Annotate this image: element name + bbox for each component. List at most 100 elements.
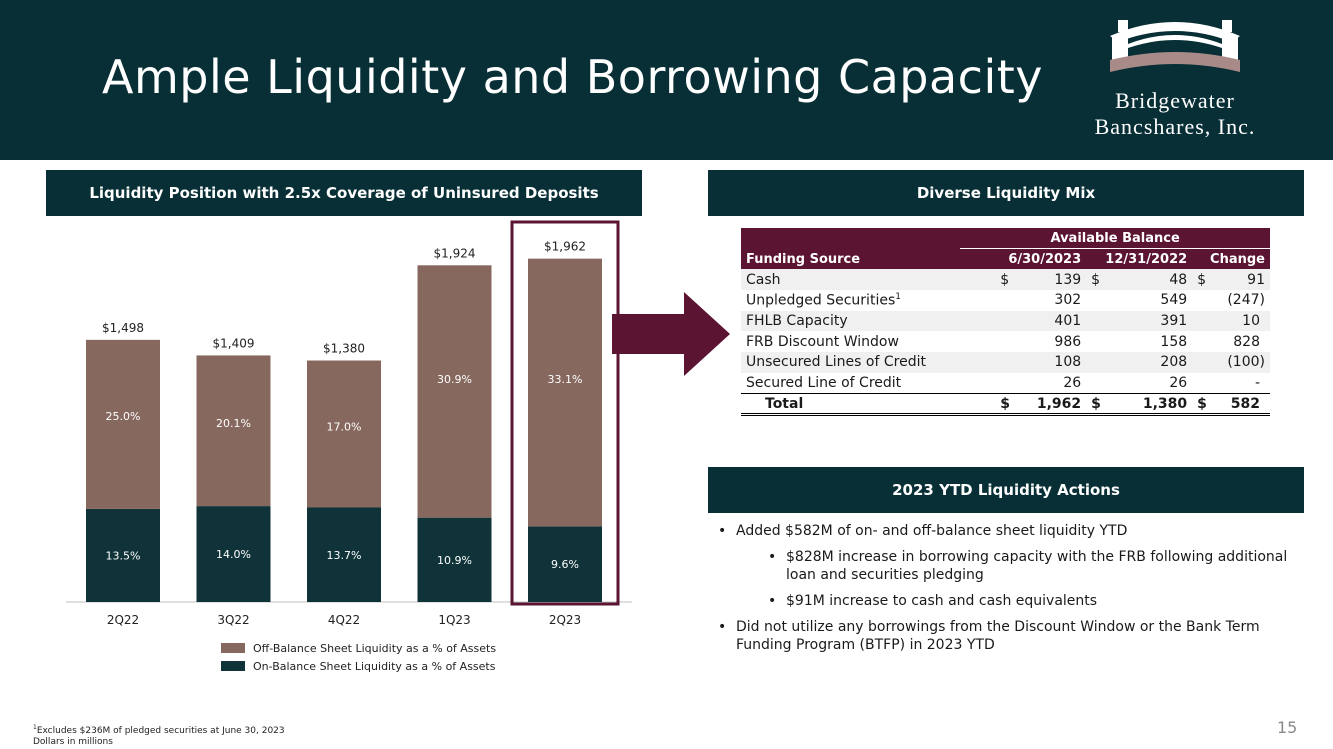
value-2023: 139 [1023,269,1087,291]
footnote: 1Excludes $236M of pledged securities at… [33,722,285,748]
header-banner: Ample Liquidity and Borrowing Capacity B… [0,0,1333,160]
bar-on-balance [86,508,160,602]
total-label: Total [741,393,961,416]
value-2022: 549 [1160,292,1188,309]
logo-emblem-icon [1110,20,1240,72]
list-item: $828M increase in borrowing capacity wit… [768,548,1303,584]
bar-off-balance [528,258,602,527]
col-change-header: Change [1192,248,1270,270]
page-number: 15 [1277,718,1298,737]
total-2023: 1,962 [1023,393,1087,416]
table-total-row: Total $ 1,962 $ 1,380 $ 582 [741,393,1270,416]
liquidity-actions-list: Added $582M of on- and off-balance sheet… [718,522,1303,662]
available-balance-header: Available Balance [960,228,1270,250]
table-row: Unsecured Lines of Credit 108 208 (100) [741,352,1270,373]
data-label-on: 13.5% [106,549,141,562]
page-title: Ample Liquidity and Borrowing Capacity [102,50,1043,104]
logo-name-line1: Bridgewater [1115,88,1235,113]
value-2023: 986 [1054,333,1082,350]
value-2022: 26 [1169,374,1188,391]
footnote-marker: 1 [33,724,37,731]
mix-section-header: Diverse Liquidity Mix [708,170,1304,216]
list-item: $91M increase to cash and cash equivalen… [768,592,1303,610]
value-2023: 401 [1023,310,1087,332]
bar-off-balance [417,265,492,518]
row-source: FRB Discount Window [746,333,899,350]
value-change: 91 [1214,269,1270,291]
table-row: Unpledged Securities1 302 549 (247) [741,290,1270,311]
data-label-on: 14.0% [216,548,251,561]
row-source: Unsecured Lines of Credit [741,352,961,373]
dollar-sign: $ [1086,393,1115,416]
highlight-box [510,220,620,606]
dollar-sign: $ [1086,269,1115,291]
data-label-off: 30.9% [437,373,472,386]
bar-off-balance [196,355,271,507]
data-label-on: 10.9% [437,554,472,567]
logo-name-line2: Bancshares, Inc. [1094,114,1256,139]
bar-on-balance [417,517,492,602]
data-label-off: 25.0% [106,410,141,423]
row-source: Unpledged Securities [746,292,896,309]
value-2023: 108 [1023,352,1087,373]
total-label: $1,924 [434,246,476,260]
bar-off-balance [86,339,160,509]
liquidity-mix-table: Available Balance Funding Source 6/30/20… [741,228,1270,416]
data-label-off: 20.1% [216,417,251,430]
col-2022-header: 12/31/2022 [1086,248,1193,270]
total-2022: 1,380 [1114,393,1193,416]
bar-on-balance [528,526,602,602]
x-tick-label: 1Q23 [438,613,470,627]
data-label-on: 13.7% [327,549,362,562]
total-label: $1,409 [213,336,255,350]
legend-label-on: On-Balance Sheet Liquidity as a % of Ass… [253,660,496,673]
chart-section-header: Liquidity Position with 2.5x Coverage of… [46,170,642,216]
value-2022: 391 [1114,310,1193,332]
data-label-on: 9.6% [551,558,579,571]
dollar-sign: $ [960,269,1024,291]
table-row: FRB Discount Window 986 158 828 [741,331,1270,352]
funding-source-header: Funding Source [741,248,961,270]
footnote-marker: 1 [895,292,901,303]
dollar-sign: $ [960,393,1024,416]
value-change: (247) [1227,292,1265,309]
value-2022: 48 [1114,269,1193,291]
table-group-header-row: Available Balance [741,228,1270,250]
bar-on-balance [307,507,381,602]
list-item: Did not utilize any borrowings from the … [718,618,1303,654]
row-source: FHLB Capacity [741,310,961,332]
table-row: Secured Line of Credit 26 26 - [741,373,1270,394]
value-change: 10 [1214,310,1270,332]
x-tick-label: 3Q22 [217,613,249,627]
col-2023-header: 6/30/2023 [960,248,1087,270]
legend-swatch-on [221,661,245,671]
data-label-off: 33.1% [548,373,583,386]
value-change: - [1254,374,1260,391]
value-2022: 208 [1114,352,1193,373]
list-item: Added $582M of on- and off-balance sheet… [718,522,1303,540]
value-2023: 302 [1054,292,1082,309]
value-2023: 26 [1063,374,1082,391]
dollar-sign: $ [1192,269,1215,291]
total-label: $1,498 [102,321,144,335]
legend-label-off: Off-Balance Sheet Liquidity as a % of As… [253,642,496,655]
footnote-line1: Excludes $236M of pledged securities at … [36,726,285,736]
value-change: 828 [1233,333,1260,350]
table-row: Cash $ 139 $ 48 $ 91 [741,269,1270,291]
x-tick-label: 2Q22 [107,613,139,627]
dollar-sign: $ [1192,393,1215,416]
value-change: (100) [1214,352,1270,373]
footnote-line2: Dollars in millions [33,737,113,747]
table-column-header-row: Funding Source 6/30/2023 12/31/2022 Chan… [741,248,1270,270]
data-label-off: 17.0% [327,421,362,434]
right-arrow-icon [612,292,730,376]
total-label: $1,380 [323,342,365,356]
total-label: $1,962 [544,240,586,254]
bar-on-balance [196,506,271,602]
value-2022: 158 [1160,333,1188,350]
actions-section-header: 2023 YTD Liquidity Actions [708,467,1304,513]
total-change: 582 [1214,393,1270,416]
liquidity-stacked-bar-chart: 13.5% 25.0% $1,498 2Q22 14.0% 20.1% $1,409 3Q22… [66,220,632,673]
row-source: Cash [741,269,961,291]
company-logo: Bridgewater Bancshares, Inc. [1060,14,1290,146]
